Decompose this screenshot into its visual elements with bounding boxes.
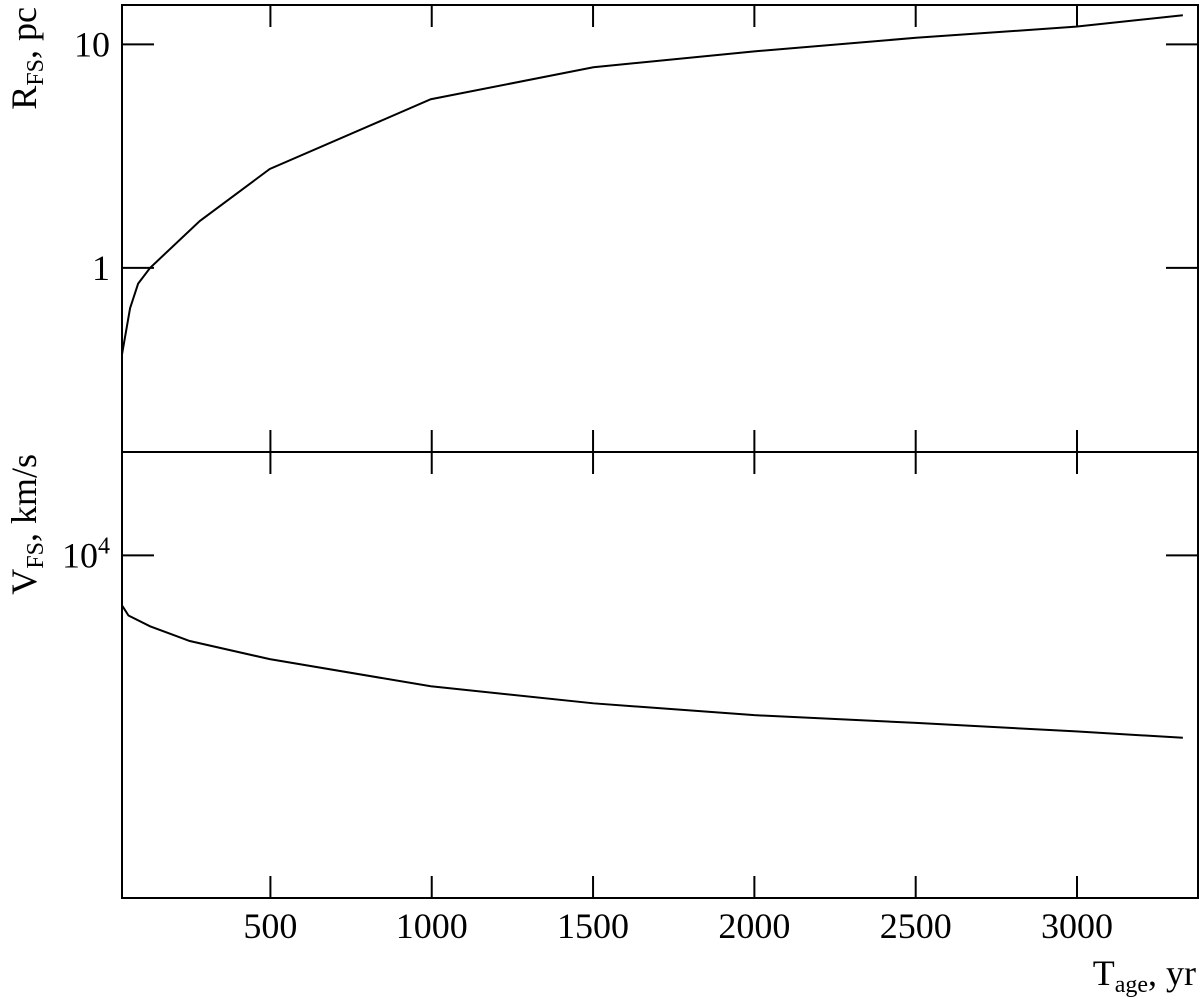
plot-frame xyxy=(121,451,1199,899)
data-line xyxy=(121,14,1183,355)
plot-frame xyxy=(121,4,1199,453)
x-tick-label: 2500 xyxy=(880,906,952,946)
x-tick-label: 1500 xyxy=(557,906,629,946)
y-axis-label: RFS, pc xyxy=(4,7,49,110)
x-tick-label: 3000 xyxy=(1041,906,1113,946)
y-axis-label: VFS, km/s xyxy=(4,454,49,595)
x-axis-label: Tage, yr xyxy=(1093,953,1196,998)
x-tick-label: 500 xyxy=(243,906,297,946)
y-tick-label: 10 xyxy=(74,24,110,64)
y-tick-label: 104 xyxy=(62,533,110,575)
data-line xyxy=(121,604,1183,739)
x-tick-label: 1000 xyxy=(396,906,468,946)
y-tick-label: 1 xyxy=(92,248,110,288)
x-tick-label: 2000 xyxy=(718,906,790,946)
